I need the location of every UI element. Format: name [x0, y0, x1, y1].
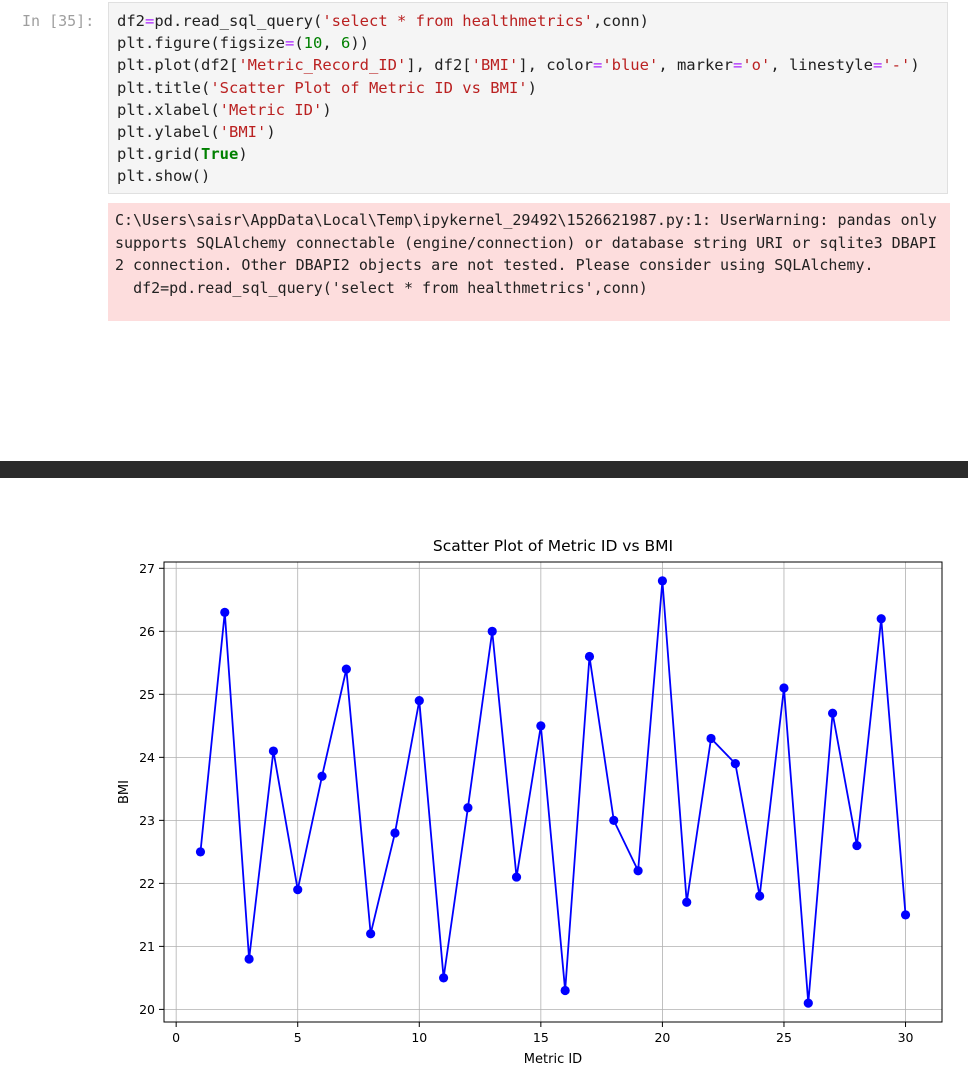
line-chart: 0 5 10 15 20 25 30 20 21 22 23 24 25 26 27 Scatter Plot… — [117, 537, 943, 1067]
data-point — [706, 733, 716, 744]
code-line: plt.xlabel('Metric ID') — [117, 100, 332, 119]
data-point — [609, 815, 619, 825]
plot-output: 0 5 10 15 20 25 30 20 21 22 23 24 25 26 27 Scatter Plot… — [0, 478, 968, 1078]
y-tick-label: 22 — [139, 876, 155, 891]
data-point — [317, 771, 327, 781]
code-line: plt.plot(df2['Metric_Record_ID'], df2['B… — [117, 56, 920, 75]
x-tick-label: 25 — [776, 1030, 792, 1045]
code-line: plt.title('Scatter Plot of Metric ID vs … — [117, 78, 537, 97]
data-point — [195, 847, 206, 857]
data-point — [803, 998, 813, 1008]
data-point — [463, 803, 473, 813]
y-tick-label: 21 — [139, 939, 155, 954]
data-point — [268, 746, 279, 756]
y-tick-label: 24 — [139, 750, 155, 765]
data-point — [244, 954, 254, 964]
y-tick-label: 25 — [139, 687, 155, 702]
y-tick-label: 23 — [139, 813, 155, 828]
x-axis-label: Metric ID — [524, 1052, 582, 1067]
notebook-cell: In [35]: df2=pd.read_sql_query('select *… — [0, 0, 968, 330]
data-point — [438, 973, 449, 983]
code-line: plt.show() — [117, 167, 211, 186]
data-point — [341, 664, 351, 674]
x-tick-label: 15 — [533, 1030, 549, 1045]
data-point — [487, 626, 497, 636]
data-point — [366, 929, 376, 939]
data-point — [220, 607, 230, 618]
data-point — [511, 872, 522, 882]
cell-prompt: In [35]: — [22, 12, 95, 30]
data-point — [584, 651, 595, 662]
y-tick-label: 26 — [139, 624, 155, 639]
data-point — [293, 885, 303, 895]
code-line: df2=pd.read_sql_query('select * from hea… — [117, 12, 649, 30]
data-point — [682, 897, 692, 907]
data-point — [414, 696, 424, 706]
axes-frame — [163, 561, 943, 1023]
data-point — [900, 910, 911, 920]
x-tick-label: 30 — [898, 1030, 914, 1045]
y-tick-label: 27 — [139, 561, 155, 576]
data-point — [633, 866, 643, 876]
x-tick-label: 5 — [294, 1030, 302, 1045]
data-point — [657, 576, 668, 586]
x-tick-label: 10 — [411, 1030, 427, 1045]
code-line: plt.figure(figsize=(10, 6)) — [117, 34, 370, 53]
data-point — [390, 828, 400, 838]
data-point — [560, 985, 570, 996]
data-point — [730, 759, 740, 769]
code-line: plt.ylabel('BMI') — [117, 123, 276, 142]
data-point — [755, 891, 765, 901]
data-point — [852, 840, 862, 851]
code-line: plt.grid(True) — [117, 145, 248, 164]
data-point — [876, 614, 886, 624]
data-point — [779, 683, 789, 693]
x-tick-label: 0 — [172, 1030, 180, 1045]
data-point — [827, 708, 838, 718]
series-line — [199, 580, 907, 1004]
output-divider — [0, 461, 968, 478]
stderr-output: C:\Users\saisr\AppData\Local\Temp\ipyker… — [108, 203, 950, 321]
y-axis-label: BMI — [117, 780, 132, 804]
y-tick-label: 20 — [139, 1002, 155, 1017]
chart-title: Scatter Plot of Metric ID vs BMI — [433, 537, 673, 555]
code-editor[interactable]: df2=pd.read_sql_query('select * from hea… — [108, 2, 948, 194]
data-point — [536, 721, 546, 731]
x-tick-label: 20 — [654, 1030, 670, 1045]
